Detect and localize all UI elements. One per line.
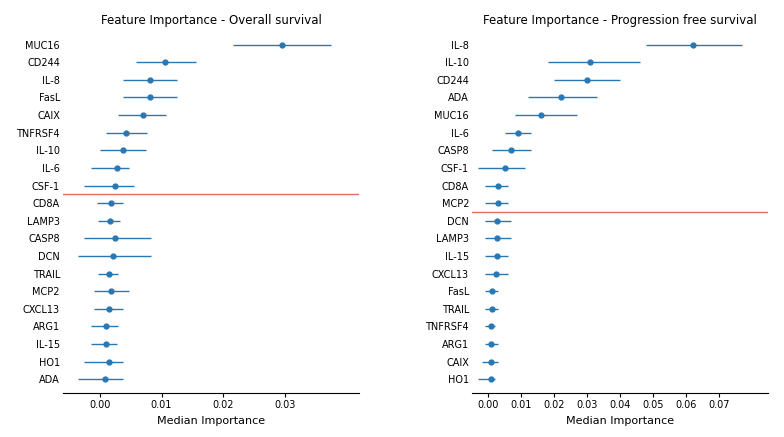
X-axis label: Median Importance: Median Importance <box>157 416 265 426</box>
X-axis label: Median Importance: Median Importance <box>566 416 674 426</box>
Title: Feature Importance - Overall survival: Feature Importance - Overall survival <box>100 14 321 27</box>
Title: Feature Importance - Progression free survival: Feature Importance - Progression free su… <box>483 14 757 27</box>
